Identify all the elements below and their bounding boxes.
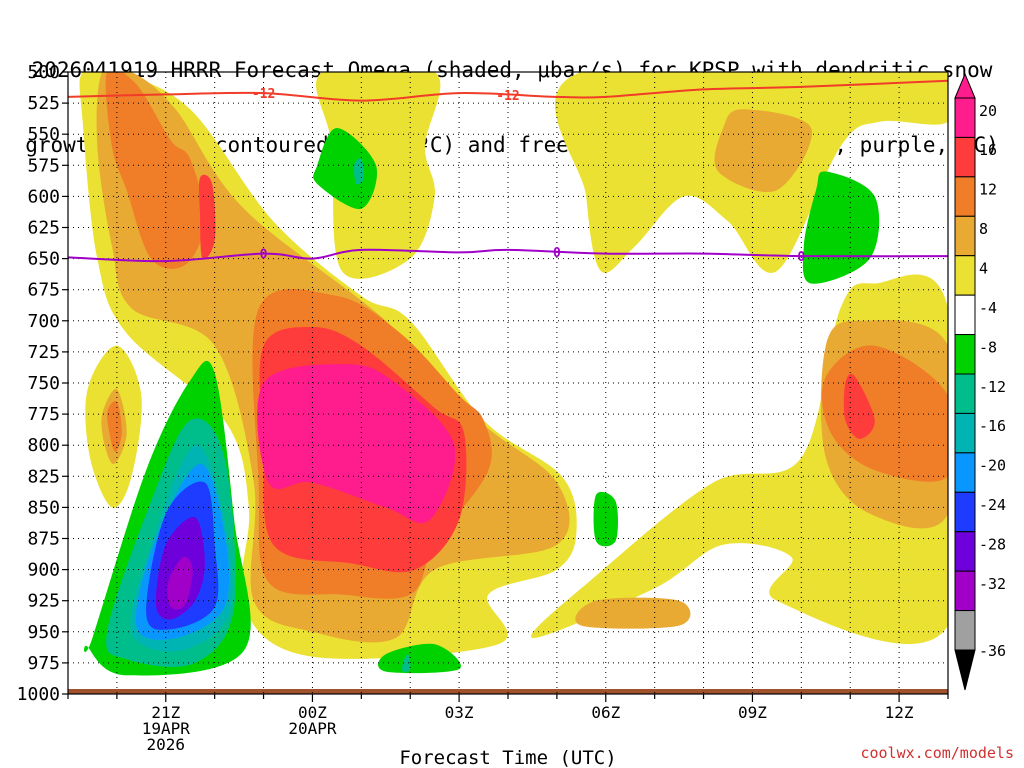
omega-region-8-8 [575,597,691,629]
omega-region-8-6 [714,109,812,193]
grid-lines [68,72,948,694]
omega-region-12-10 [105,72,205,269]
contour-lines [68,79,948,263]
colorbar-bin-3 [954,215,976,257]
colorbar-label-10: -24 [979,496,1006,514]
colorbar-bin-0 [954,97,976,138]
ground-layer [68,689,948,694]
y-tick-label-500: 500 [27,62,60,83]
y-tick-label-875: 875 [27,529,60,550]
x-tick-label-0-1: 19APR [142,719,191,738]
colorbar-label-1: 16 [979,141,997,159]
colorbar-bin-8 [954,412,976,454]
y-tick-label-600: 600 [27,186,60,207]
colorbar-label-5: -4 [979,299,997,317]
colorbar-bin-5 [954,294,976,336]
y-tick-label-925: 925 [27,591,60,612]
colorbar-label-6: -8 [979,338,997,356]
colorbar-top-arrow [954,72,976,99]
omega-region-16-16 [843,374,875,439]
colorbar-label-12: -32 [979,575,1006,593]
credit-text: coolwx.com/models [860,744,1014,762]
colorbar-label-4: 4 [979,260,988,278]
colorbar-bottom-arrow [954,649,976,691]
y-tick-label-950: 950 [27,622,60,643]
colorbar-bin-2 [954,176,976,217]
colorbar-label-8: -16 [979,417,1006,435]
y-tick-label-625: 625 [27,218,60,239]
y-tick-label-800: 800 [27,435,60,456]
colorbar-bin-6 [954,334,976,375]
x-tick-label-1-1: 20APR [288,719,337,738]
colorbar-label-0: 20 [979,102,997,120]
dendritic-snow-growth-contour [68,79,948,102]
colorbar-bin-12 [954,570,976,612]
x-tick-label-0-2: 2026 [147,735,186,754]
colorbar-bin-11 [954,531,976,572]
y-tick-label-525: 525 [27,93,60,114]
x-tick-label-2-0: 03Z [445,703,474,722]
dendritic-snow-growth-label-1: -12 [496,89,519,104]
y-tick-label-725: 725 [27,342,60,363]
y-tick-label-575: 575 [27,155,60,176]
colorbar-label-13: -36 [979,642,1006,660]
omega-region--8-29 [353,158,365,185]
omega-region--4-20 [378,643,461,674]
y-tick-label-775: 775 [27,404,60,425]
y-tick-label-750: 750 [27,373,60,394]
freezing-level-label-0: 0 [260,248,268,263]
x-tick-label-0-0: 21Z [151,703,180,722]
x-tick-label-1-0: 00Z [298,703,327,722]
omega-region--8-30 [402,654,411,673]
y-tick-label-700: 700 [27,311,60,332]
ground-strip [68,689,948,694]
y-tick-label-850: 850 [27,497,60,518]
colorbar-label-9: -20 [979,457,1006,475]
omega-region--4-18 [313,128,378,210]
contour-labels: -12 -12 0 0 0 [252,87,806,265]
colorbar-bin-10 [954,491,976,533]
x-tick-label-3-0: 06Z [591,703,620,722]
freezing-level-label-2: 0 [797,250,805,265]
x-tick-label-4-0: 09Z [738,703,767,722]
colorbar-label-7: -12 [979,378,1006,396]
colorbar-label-2: 12 [979,181,997,199]
y-tick-label-550: 550 [27,124,60,145]
colorbar-bin-1 [954,136,976,178]
x-tick-label-5-0: 12Z [885,703,914,722]
colorbar-bin-13 [954,610,976,651]
omega-region-20-17 [257,364,456,524]
y-axis: 500 525 550 575 600 625 650 675 700 725 750 775 800 8… [17,62,68,705]
colorbar-bin-7 [954,373,976,414]
y-tick-label-900: 900 [27,560,60,581]
y-tick-label-825: 825 [27,466,60,487]
omega-region--4-21 [593,491,618,547]
y-tick-label-650: 650 [27,249,60,270]
freezing-level-contour [68,248,948,263]
y-tick-label-1000: 1000 [17,684,60,705]
colorbar: 20 16 12 8 4 -4 -8 -12 -16 -20 -24 -28 -32 -36 [954,72,1006,691]
y-tick-label-675: 675 [27,280,60,301]
dendritic-snow-growth-label-0: -12 [252,87,275,102]
colorbar-bin-9 [954,452,976,493]
freezing-level-label-1: 0 [553,246,561,261]
colorbar-label-11: -28 [979,536,1006,554]
colorbar-label-3: 8 [979,220,988,238]
omega-region-4-1 [316,72,441,279]
colorbar-bin-4 [954,255,976,296]
y-tick-label-975: 975 [27,653,60,674]
x-axis-label: Forecast Time (UTC) [399,747,616,768]
